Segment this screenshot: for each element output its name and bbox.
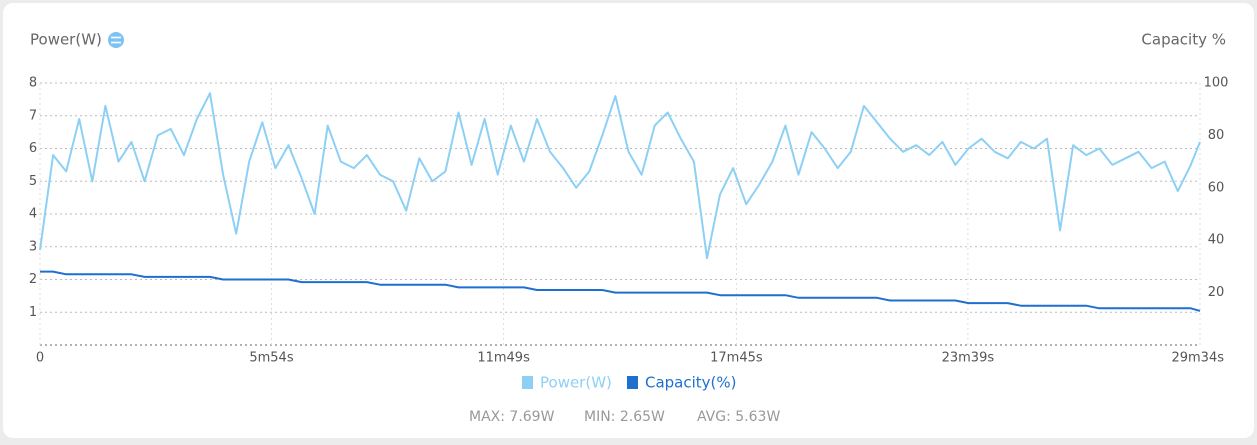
y-axis-label: Power(W)	[30, 31, 102, 49]
card	[3, 3, 1254, 438]
stat: AVG: 5.63W	[697, 409, 780, 425]
x-tick-label: 23m39s	[942, 351, 995, 366]
x-tick-label: 11m49s	[477, 351, 530, 366]
stat: MIN: 2.65W	[584, 409, 665, 425]
y-tick-label: 3	[29, 239, 37, 254]
y-tick-label: 6	[29, 141, 37, 156]
y-tick-label: 5	[29, 174, 37, 189]
y2-tick-label: 80	[1208, 128, 1225, 143]
x-tick-label: 5m54s	[249, 351, 293, 366]
y2-axis-label: Capacity %	[1141, 31, 1226, 49]
series-line	[40, 270, 1201, 312]
legend-swatch	[627, 376, 638, 389]
legend-swatch	[522, 376, 533, 389]
y-tick-label: 7	[29, 108, 37, 123]
y2-tick-label: 60	[1208, 180, 1225, 195]
legend-label: Power(W)	[540, 374, 612, 392]
y-tick-label: 2	[29, 272, 37, 287]
stat: MAX: 7.69W	[469, 409, 555, 425]
y2-tick-label: 20	[1208, 285, 1225, 300]
y2-tick-label: 40	[1208, 233, 1225, 248]
legend-label: Capacity(%)	[645, 374, 737, 392]
x-tick-label: 29m34s	[1171, 351, 1224, 366]
y-tick-label: 4	[29, 207, 37, 222]
y-tick-label: 8	[29, 76, 37, 91]
y2-tick-label: 100	[1204, 76, 1229, 91]
y-tick-label: 1	[29, 305, 37, 320]
x-tick-label: 17m45s	[710, 351, 763, 366]
switch-icon[interactable]	[108, 32, 124, 48]
x-tick-label: 0	[36, 351, 44, 366]
series-line	[39, 92, 1201, 260]
